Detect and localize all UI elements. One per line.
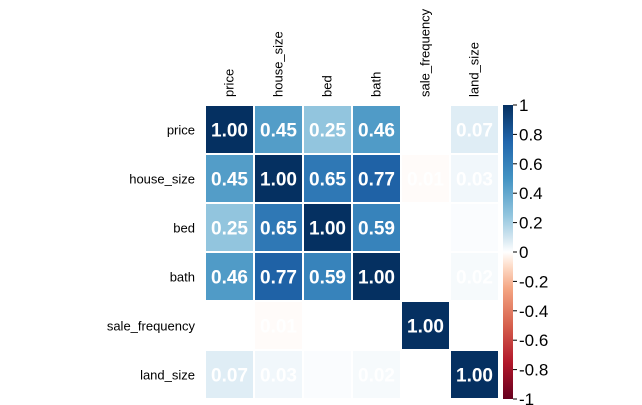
cell-value-label: 0.65 xyxy=(309,170,346,191)
cell-value-label: 1.00 xyxy=(260,170,297,191)
row-label-sale_frequency: sale_frequency xyxy=(107,319,196,334)
legend-tick-label: -0.4 xyxy=(519,302,548,321)
heatmap-cell-sale_frequency-house_size xyxy=(255,302,302,349)
cell-value-label: 0.46 xyxy=(211,268,248,289)
heatmap-cell-price-bath xyxy=(353,106,400,153)
legend-tick-label: -1 xyxy=(519,390,534,405)
legend-tick-label: 1 xyxy=(519,96,528,115)
legend-tick-label: -0.8 xyxy=(519,361,548,380)
cell-value-label: 0.02 xyxy=(358,366,395,387)
row-label-price: price xyxy=(167,123,195,138)
column-label-house_size: house_size xyxy=(271,31,286,97)
cell-value-label: 0.65 xyxy=(260,219,297,240)
cell-value-label: 0.07 xyxy=(211,366,248,387)
heatmap-cell-house_size-bed xyxy=(304,155,351,202)
heatmap-cell-land_size-bath xyxy=(353,351,400,398)
cell-value-label: 0.07 xyxy=(456,121,493,142)
cell-value-label: 0.59 xyxy=(358,219,395,240)
heatmap-cell-house_size-price xyxy=(206,155,253,202)
heatmap-cell-bath-price xyxy=(206,253,253,300)
heatmap-cell-price-house_size xyxy=(255,106,302,153)
row-label-house_size: house_size xyxy=(129,172,195,187)
cell-value-label: 0.02 xyxy=(456,268,493,289)
heatmap-cell-price-land_size xyxy=(451,106,498,153)
row-label-land_size: land_size xyxy=(140,368,195,383)
cell-value-label: 1.00 xyxy=(211,121,248,142)
cell-value-label: 0.77 xyxy=(358,170,395,191)
column-label-bath: bath xyxy=(369,72,384,97)
heatmap-cell-values: 1.00 0.45 0.25 0.46 0.07 0.45 1.00 0.65 0.77 0.01… xyxy=(211,121,493,387)
row-label-bath: bath xyxy=(170,270,195,285)
heatmap-cell-land_size-house_size xyxy=(255,351,302,398)
heatmap-cell-bath-bed xyxy=(304,253,351,300)
heatmap-cell-price-bed xyxy=(304,106,351,153)
legend-tick-label: 0.6 xyxy=(519,155,543,174)
heatmap-cell-sale_frequency-bath xyxy=(353,302,400,349)
heatmap-cell-bath-house_size xyxy=(255,253,302,300)
heatmap-cell-price-sale_frequency xyxy=(402,106,449,153)
cell-value-label: 0.03 xyxy=(260,366,297,387)
column-label-sale_frequency: sale_frequency xyxy=(418,8,433,97)
cell-value-label: 0.25 xyxy=(309,121,346,142)
heatmap-cell-sale_frequency-bed xyxy=(304,302,351,349)
heatmap-cell-bed-house_size xyxy=(255,204,302,251)
legend-tick-label: 0.8 xyxy=(519,125,543,144)
legend-tick-label: -0.2 xyxy=(519,272,548,291)
legend-tick-label: 0.4 xyxy=(519,184,543,203)
cell-value-label: 0.03 xyxy=(456,170,493,191)
heatmap-cell-house_size-bath xyxy=(353,155,400,202)
legend-tick-label: 0 xyxy=(519,243,528,262)
heatmap-cell-sale_frequency-price xyxy=(206,302,253,349)
heatmap-cell-bath-land_size xyxy=(451,253,498,300)
cell-value-label: 1.00 xyxy=(309,219,346,240)
cell-value-label: 1.00 xyxy=(456,366,493,387)
row-label-bed: bed xyxy=(173,221,195,236)
heatmap-cell-land_size-price xyxy=(206,351,253,398)
heatmap-cells xyxy=(206,106,498,398)
heatmap-cell-price-price xyxy=(206,106,253,153)
cell-value-label: 0.77 xyxy=(260,268,297,289)
heatmap-cell-house_size-land_size xyxy=(451,155,498,202)
heatmap-cell-sale_frequency-land_size xyxy=(451,302,498,349)
column-label-bed: bed xyxy=(320,75,335,97)
legend-tick-label: 0.2 xyxy=(519,214,543,233)
heatmap-cell-bed-price xyxy=(206,204,253,251)
heatmap-cell-bath-bath xyxy=(353,253,400,300)
cell-value-label: 0.59 xyxy=(309,268,346,289)
cell-value-label: 1.00 xyxy=(407,317,444,338)
heatmap-cell-bed-sale_frequency xyxy=(402,204,449,251)
heatmap-cell-bed-bath xyxy=(353,204,400,251)
cell-value-label: 0.45 xyxy=(211,170,248,191)
legend-color-bar xyxy=(503,105,513,399)
cell-value-label: 1.00 xyxy=(358,268,395,289)
heatmap-cell-bed-land_size xyxy=(451,204,498,251)
cell-value-label: 0.45 xyxy=(260,121,297,142)
column-label-price: price xyxy=(222,69,237,97)
heatmap-cell-land_size-sale_frequency xyxy=(402,351,449,398)
cell-value-label: 0.01 xyxy=(260,317,297,338)
heatmap-cell-house_size-sale_frequency xyxy=(402,155,449,202)
color-legend: 1 0.8 0.6 0.4 0.2 0 -0.2 -0.4 -0.6 -0.8 -1 xyxy=(503,96,548,405)
cell-value-label: 0.25 xyxy=(211,219,248,240)
heatmap-cell-bath-sale_frequency xyxy=(402,253,449,300)
heatmap-cell-house_size-house_size xyxy=(255,155,302,202)
cell-value-label: 0.01 xyxy=(407,170,444,191)
heatmap-cell-sale_frequency-sale_frequency xyxy=(402,302,449,349)
heatmap-cell-land_size-bed xyxy=(304,351,351,398)
heatmap-cell-land_size-land_size xyxy=(451,351,498,398)
cell-value-label: 0.46 xyxy=(358,121,395,142)
heatmap-cell-bed-bed xyxy=(304,204,351,251)
legend-tick-label: -0.6 xyxy=(519,331,548,350)
column-label-land_size: land_size xyxy=(467,42,482,97)
